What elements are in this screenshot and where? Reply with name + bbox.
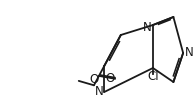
Text: N: N xyxy=(95,85,103,98)
Text: N: N xyxy=(184,46,193,59)
Text: O: O xyxy=(105,72,114,85)
Text: O: O xyxy=(90,73,99,86)
Text: Cl: Cl xyxy=(147,70,159,83)
Text: N: N xyxy=(143,21,152,34)
